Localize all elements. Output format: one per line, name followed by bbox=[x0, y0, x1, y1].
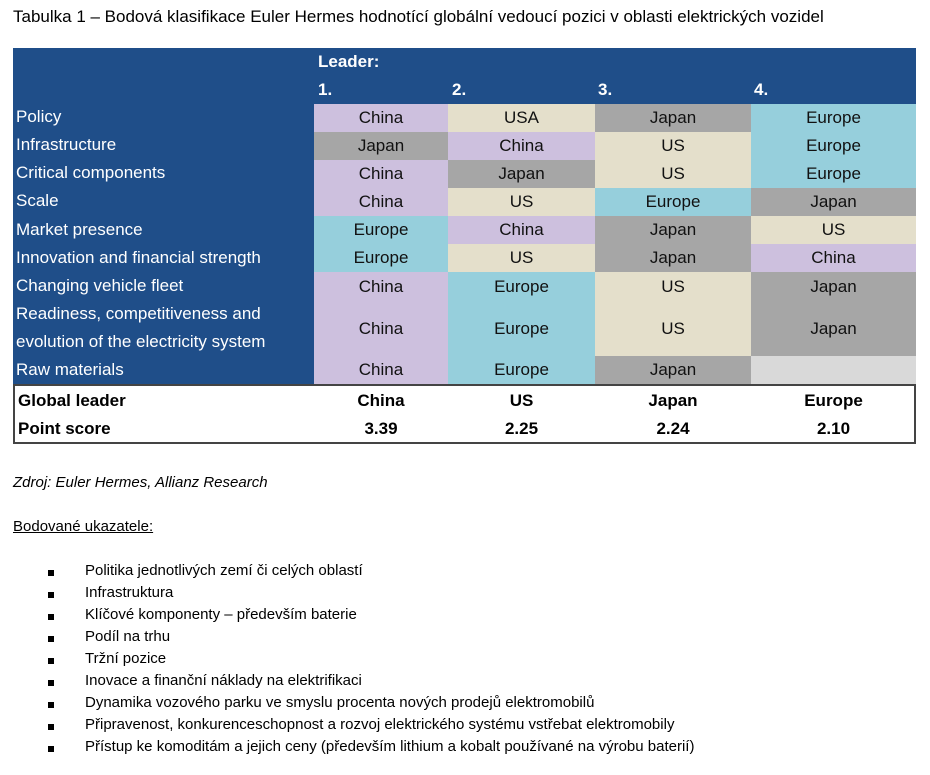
table-cell: Japan bbox=[448, 160, 595, 188]
table-cell: US bbox=[595, 272, 751, 301]
row-label-policy: Policy bbox=[16, 107, 62, 126]
point-score-label: Point score bbox=[18, 419, 111, 438]
row-label-market-presence: Market presence bbox=[16, 220, 143, 239]
point-score-3: 2.24 bbox=[656, 419, 690, 438]
table-cell: Europe bbox=[751, 160, 916, 188]
row-label-readiness: Readiness, competitiveness and evolution… bbox=[16, 304, 266, 351]
table-cell: Europe bbox=[595, 188, 751, 216]
table-cell: Europe bbox=[448, 356, 595, 384]
bullet-icon bbox=[48, 592, 54, 598]
table-cell: China bbox=[314, 272, 448, 301]
row-label-vehicle-fleet: Changing vehicle fleet bbox=[16, 276, 184, 295]
table-cell: China bbox=[314, 356, 448, 384]
table-cell: Japan bbox=[595, 244, 751, 272]
bullet-icon bbox=[48, 658, 54, 664]
table-cell: US bbox=[448, 188, 595, 216]
row-label-innovation: Innovation and financial strength bbox=[16, 248, 261, 267]
table-cell: Japan bbox=[314, 132, 448, 160]
row-label-infrastructure: Infrastructure bbox=[16, 135, 117, 154]
table-cell: Europe bbox=[314, 216, 448, 244]
bullet-icon bbox=[48, 636, 54, 642]
table-cell: Japan bbox=[751, 188, 916, 216]
table-cell: China bbox=[448, 216, 595, 244]
global-leader-1: China bbox=[357, 391, 405, 410]
table-cell: Japan bbox=[595, 356, 751, 384]
global-leader-label: Global leader bbox=[18, 391, 126, 410]
leader-table: Leader: 1. 2. 3. 4. Policy Infrastructur… bbox=[13, 48, 916, 442]
row-label-raw-materials: Raw materials bbox=[16, 360, 124, 379]
rank-header-3: 3. bbox=[598, 80, 613, 99]
table-cell: US bbox=[595, 132, 751, 160]
rank-header-1: 1. bbox=[318, 80, 333, 99]
bullet-icon bbox=[48, 614, 54, 620]
table-cell: Japan bbox=[595, 216, 751, 244]
row-label-critical-components: Critical components bbox=[16, 163, 166, 182]
rank-header-2: 2. bbox=[452, 80, 467, 99]
table-cell: China bbox=[751, 244, 916, 272]
table-cell: Europe bbox=[448, 301, 595, 356]
table-cell: USA bbox=[448, 104, 595, 132]
table-cell: US bbox=[448, 244, 595, 272]
global-leader-4: Europe bbox=[804, 391, 863, 410]
point-score-4: 2.10 bbox=[816, 419, 851, 438]
table-cell: China bbox=[314, 188, 448, 216]
leader-header: Leader: bbox=[318, 52, 380, 71]
summary-box: Global leader Point score China US Japan… bbox=[13, 384, 916, 444]
table-cell-empty bbox=[751, 356, 916, 384]
rank-header-4: 4. bbox=[754, 80, 769, 99]
table-cell: US bbox=[751, 216, 916, 244]
table-cell: China bbox=[314, 104, 448, 132]
global-leader-2: US bbox=[509, 391, 534, 410]
table-cell: Europe bbox=[751, 132, 916, 160]
table-cell: Japan bbox=[595, 104, 751, 132]
table-cell: US bbox=[595, 160, 751, 188]
source-note: Zdroj: Euler Hermes, Allianz Research bbox=[13, 474, 268, 491]
point-score-1: 3.39 bbox=[364, 419, 398, 438]
indicators-heading: Bodované ukazatele: bbox=[13, 518, 154, 535]
table-cell: Europe bbox=[314, 244, 448, 272]
table-caption: Tabulka 1 – Bodová klasifikace Euler Her… bbox=[13, 7, 824, 26]
table-cell: China bbox=[314, 301, 448, 356]
point-score-2: 2.25 bbox=[504, 419, 539, 438]
table-cell: China bbox=[448, 132, 595, 160]
row-label-scale: Scale bbox=[16, 191, 59, 210]
table-cell: Japan bbox=[751, 301, 916, 356]
global-leader-3: Japan bbox=[648, 391, 698, 410]
bullet-icon bbox=[48, 570, 54, 576]
bullet-icon bbox=[48, 702, 54, 708]
bullet-icon bbox=[48, 746, 54, 752]
bullet-icon bbox=[48, 680, 54, 686]
table-cell: Europe bbox=[448, 272, 595, 301]
bullet-icon bbox=[48, 724, 54, 730]
table-cell: Japan bbox=[751, 272, 916, 301]
table-cell: US bbox=[595, 301, 751, 356]
table-cell: Europe bbox=[751, 104, 916, 132]
table-cell: China bbox=[314, 160, 448, 188]
